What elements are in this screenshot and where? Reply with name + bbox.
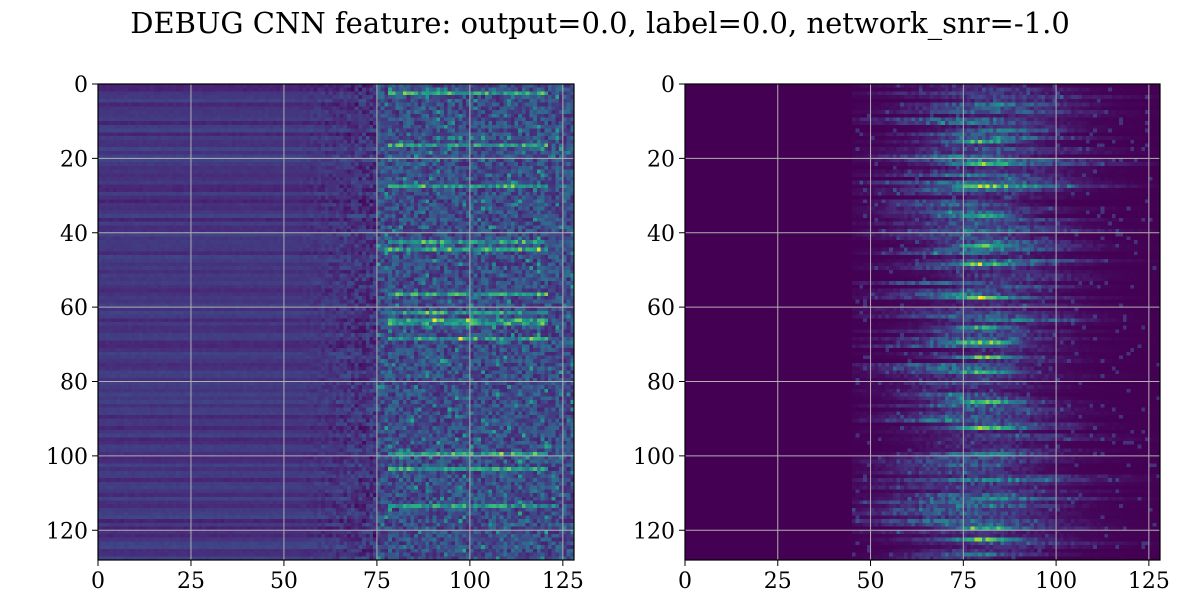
x-tick-label: 100 (1035, 569, 1077, 594)
y-tick-label: 20 (60, 147, 88, 172)
x-tick-label: 75 (363, 569, 391, 594)
x-tick-label: 75 (949, 569, 977, 594)
x-tick-label: 50 (857, 569, 885, 594)
y-tick-label: 80 (60, 371, 88, 396)
y-tick-label: 60 (60, 296, 88, 321)
axes-frame (97, 83, 575, 561)
x-tick-label: 125 (542, 569, 584, 594)
heatmap-panel-right: 0 25 50 75 100 125 0 20 40 60 80 100 120 (633, 73, 1170, 594)
x-tick-label: 25 (177, 569, 205, 594)
y-tick-label: 0 (74, 73, 88, 98)
figure-title: DEBUG CNN feature: output=0.0, label=0.0… (130, 6, 1070, 40)
heatmap-image (685, 84, 1160, 560)
y-tick-label: 120 (633, 519, 675, 544)
x-tick-label: 100 (449, 569, 491, 594)
y-tick-label: 80 (647, 371, 675, 396)
x-tick-label: 0 (91, 569, 105, 594)
y-tick-label: 120 (46, 519, 88, 544)
y-tick-label: 60 (647, 296, 675, 321)
y-tick-label: 100 (46, 445, 88, 470)
x-tick-label: 125 (1128, 569, 1170, 594)
y-tick-label: 40 (60, 222, 88, 247)
heatmap-panel-left: 0 25 50 75 100 125 0 20 40 60 80 100 120 (46, 73, 584, 594)
y-tick-label: 20 (647, 147, 675, 172)
heatmap-image (98, 84, 574, 560)
x-tick-label: 25 (764, 569, 792, 594)
x-tick-label: 0 (678, 569, 692, 594)
axes-frame (684, 83, 1161, 561)
y-tick-label: 40 (647, 222, 675, 247)
y-tick-label: 100 (633, 445, 675, 470)
x-tick-label: 50 (270, 569, 298, 594)
y-tick-label: 0 (661, 73, 675, 98)
